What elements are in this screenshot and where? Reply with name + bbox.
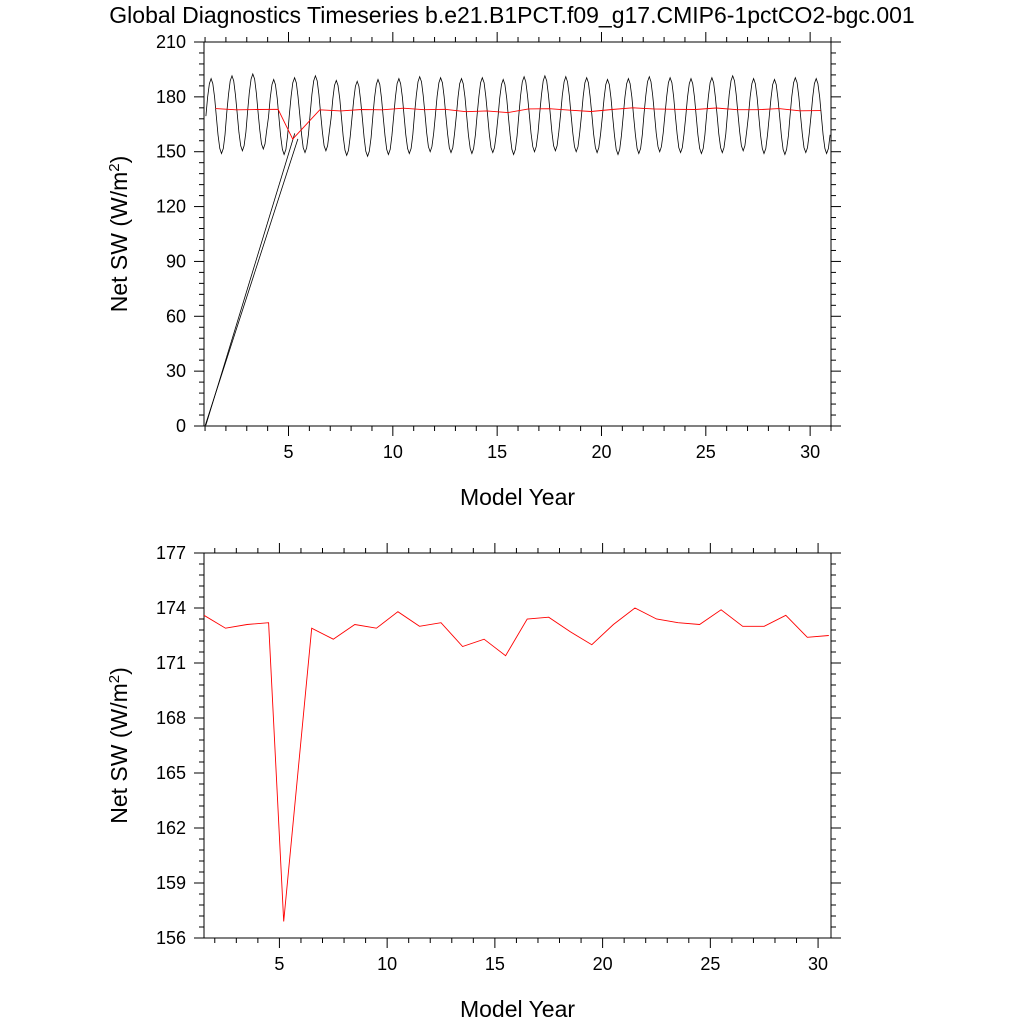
- x-tick-label: 20: [591, 442, 611, 462]
- x-tick-label: 5: [283, 442, 293, 462]
- y-tick-label: 162: [156, 818, 186, 838]
- y-tick-label: 60: [166, 306, 186, 326]
- figure-title: Global Diagnostics Timeseries b.e21.B1PC…: [109, 2, 915, 28]
- x-tick-label: 25: [696, 442, 716, 462]
- y-tick-label: 159: [156, 873, 186, 893]
- plot-frame: [203, 552, 832, 939]
- y-tick-label: 171: [156, 653, 186, 673]
- y-axis-title: Net SW (W/m2): [106, 156, 133, 313]
- x-axis-title: Model Year: [460, 484, 575, 510]
- y-tick-label: 150: [156, 142, 186, 162]
- y-tick-label: 30: [166, 361, 186, 381]
- x-tick-label: 10: [377, 954, 397, 974]
- x-tick-label: 10: [383, 442, 403, 462]
- plot-frame: [203, 41, 832, 427]
- x-tick-label: 5: [274, 954, 284, 974]
- monthly-series-line: [205, 72, 831, 158]
- monthly-spurious-segment: [204, 138, 299, 426]
- y-tick-label: 210: [156, 32, 186, 52]
- x-tick-label: 30: [808, 954, 828, 974]
- y-tick-label: 90: [166, 251, 186, 271]
- y-tick-label: 120: [156, 197, 186, 217]
- y-tick-label: 180: [156, 87, 186, 107]
- x-tick-label: 30: [800, 442, 820, 462]
- y-tick-label: 156: [156, 928, 186, 948]
- top-panel: 5 10 15 20 25 30 0 30 60 90 120 150 180 210 Model Year…: [106, 32, 841, 510]
- bottom-panel: 5 10 15 20 25 30 156 159 162 165 168 171 174 177 Model…: [106, 543, 841, 1022]
- x-axis-title: Model Year: [460, 996, 575, 1022]
- x-tick-label: 20: [593, 954, 613, 974]
- y-tick-label: 177: [156, 543, 186, 563]
- x-tick-label: 15: [487, 442, 507, 462]
- y-tick-label: 0: [176, 416, 186, 436]
- annual-mean-line: [215, 107, 821, 140]
- x-tick-label: 15: [485, 954, 505, 974]
- x-tick-label: 25: [700, 954, 720, 974]
- y-tick-label: 168: [156, 708, 186, 728]
- annual-mean-line: [204, 607, 829, 922]
- y-tick-label: 174: [156, 598, 186, 618]
- y-axis-title: Net SW (W/m2): [106, 667, 133, 824]
- y-tick-label: 165: [156, 763, 186, 783]
